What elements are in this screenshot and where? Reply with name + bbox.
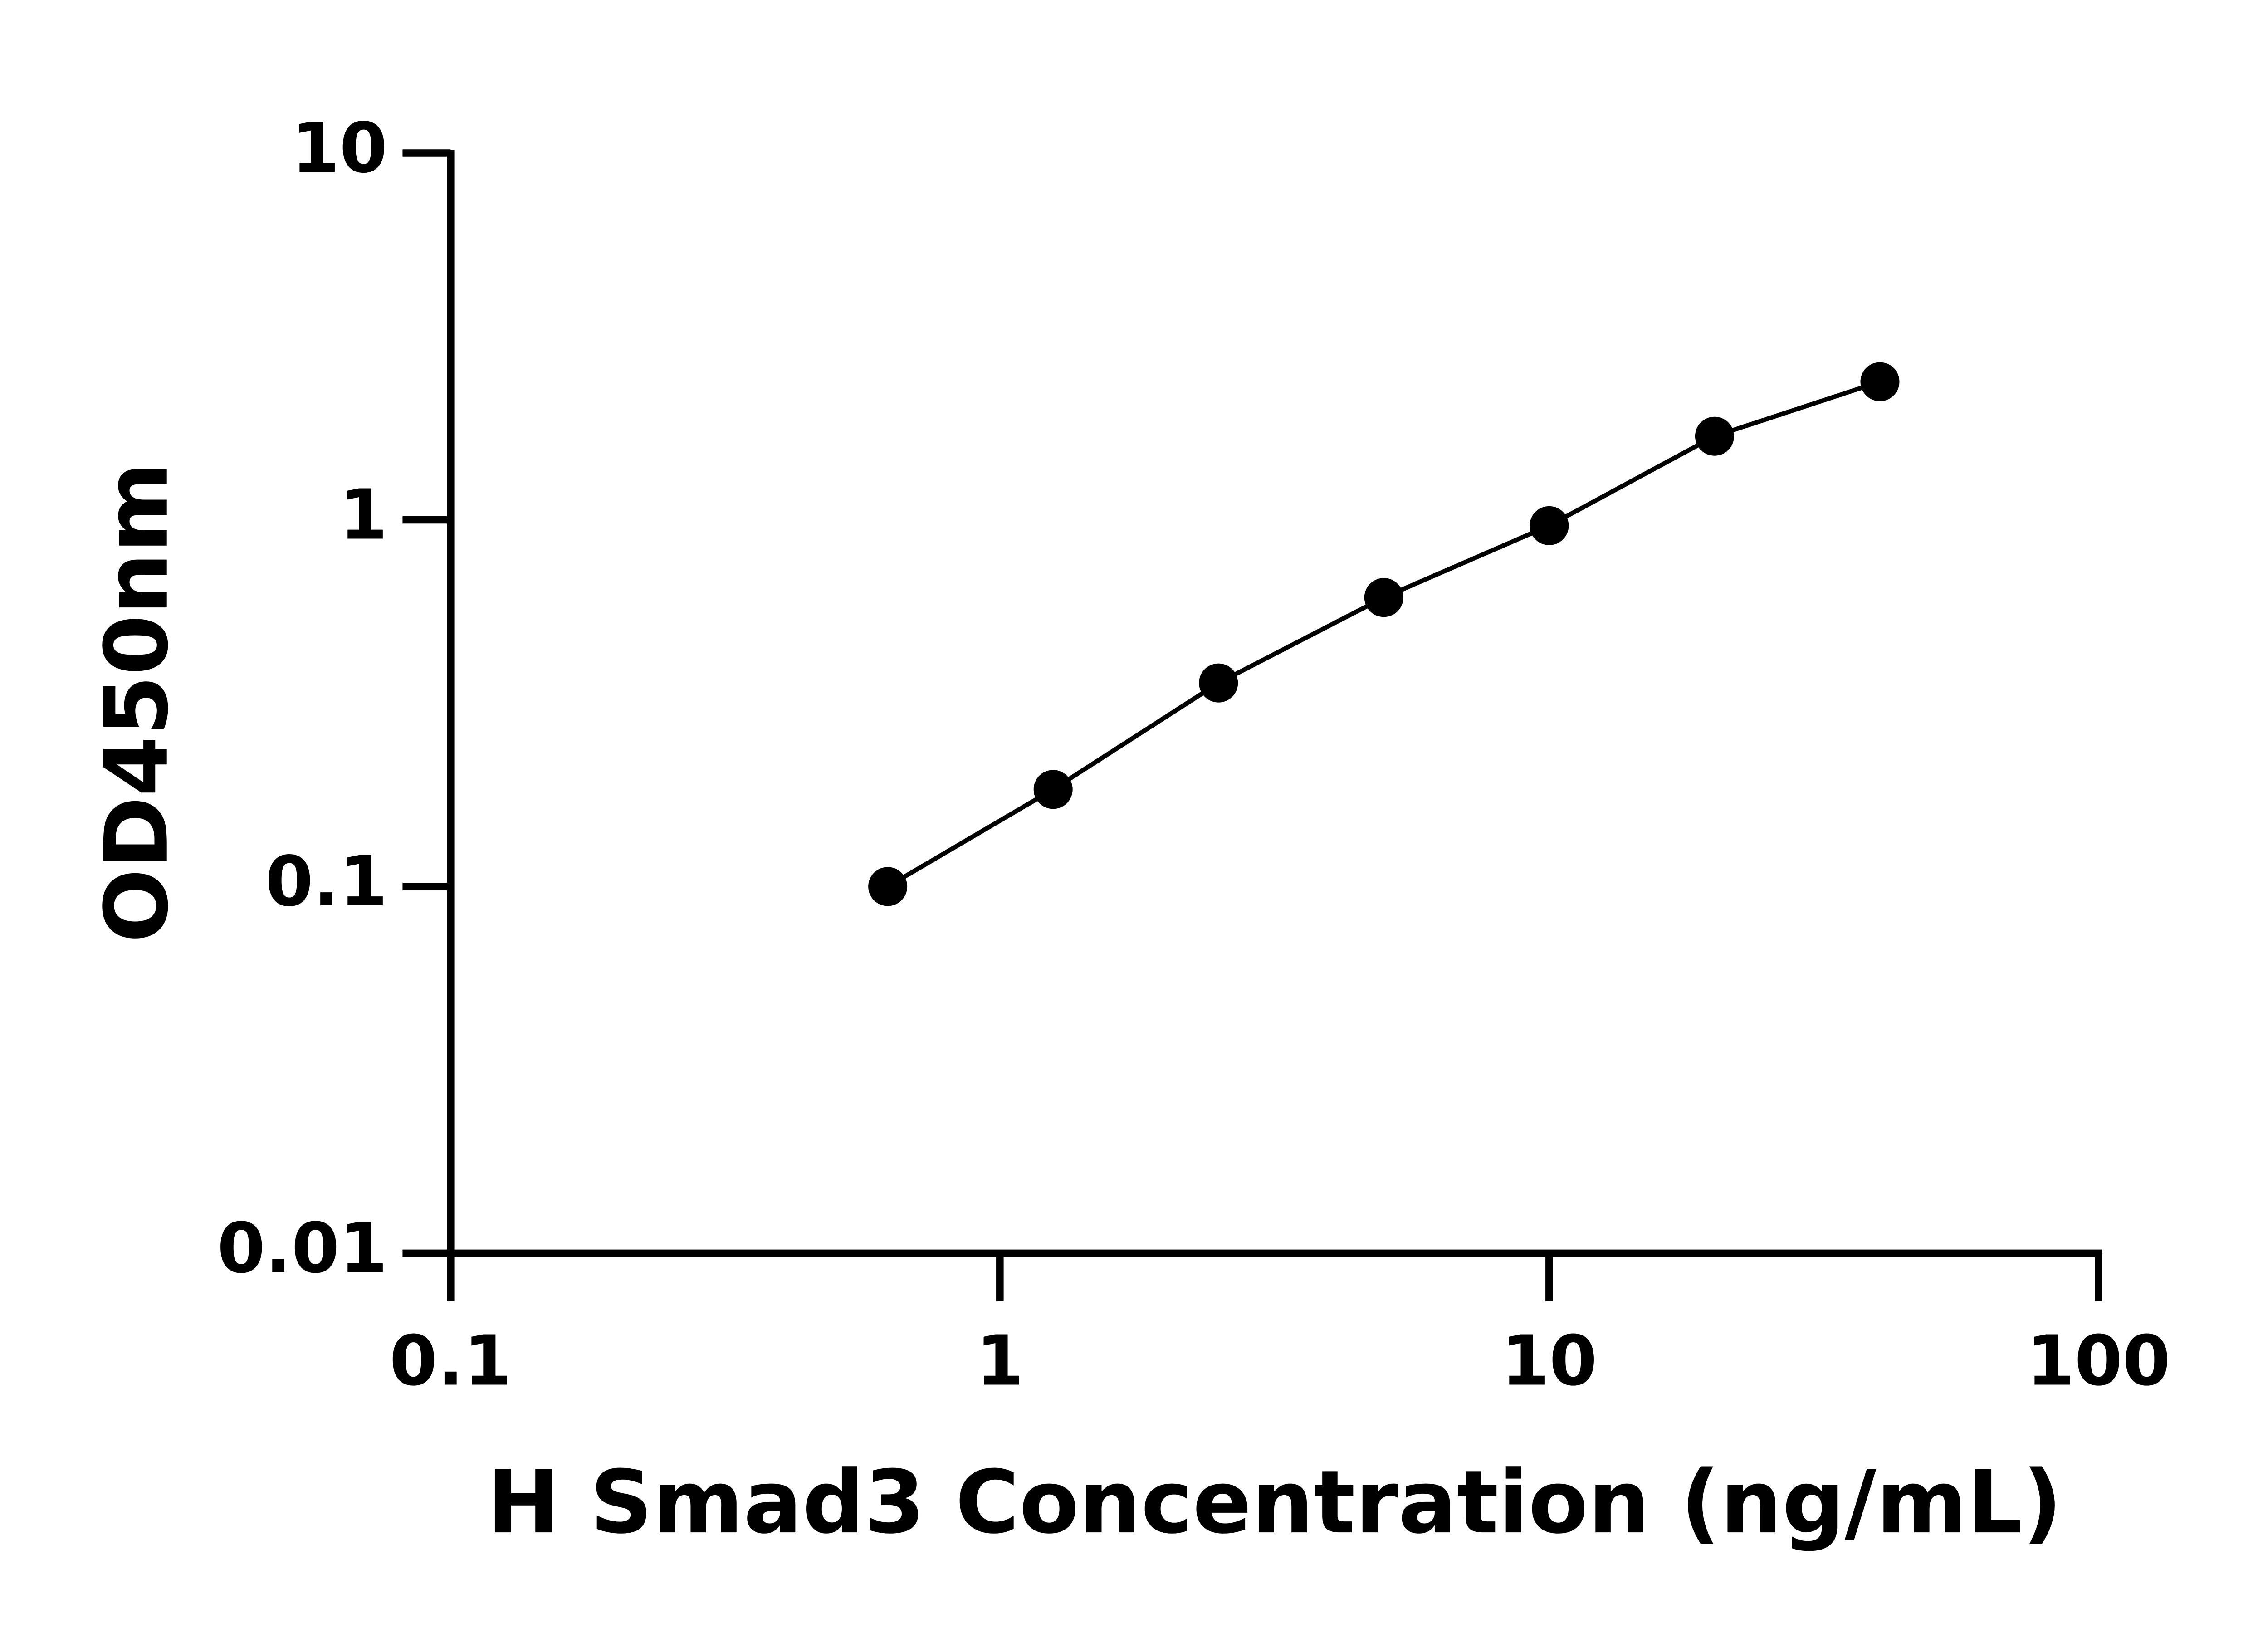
data-point: [1033, 770, 1073, 809]
data-point: [1199, 663, 1238, 703]
data-point: [1530, 506, 1569, 545]
y-tick-label: 1: [339, 474, 387, 555]
data-point: [1695, 416, 1734, 456]
x-tick-label: 100: [2027, 1321, 2171, 1401]
fit-line: [886, 379, 1881, 889]
data-point: [868, 867, 908, 906]
x-tick-label: 0.1: [390, 1321, 512, 1401]
y-axis-title: OD450nm: [87, 462, 188, 943]
data-point: [1364, 578, 1403, 617]
x-tick-label: 10: [1501, 1321, 1597, 1401]
y-tick-label: 0.1: [265, 841, 388, 922]
x-axis-title: H Smad3 Concentration (ng/mL): [487, 1452, 2062, 1553]
y-tick-label: 0.01: [217, 1208, 388, 1288]
x-tick-label: 1: [976, 1321, 1024, 1401]
y-tick-label: 10: [292, 108, 388, 188]
data-point: [1860, 362, 1900, 401]
